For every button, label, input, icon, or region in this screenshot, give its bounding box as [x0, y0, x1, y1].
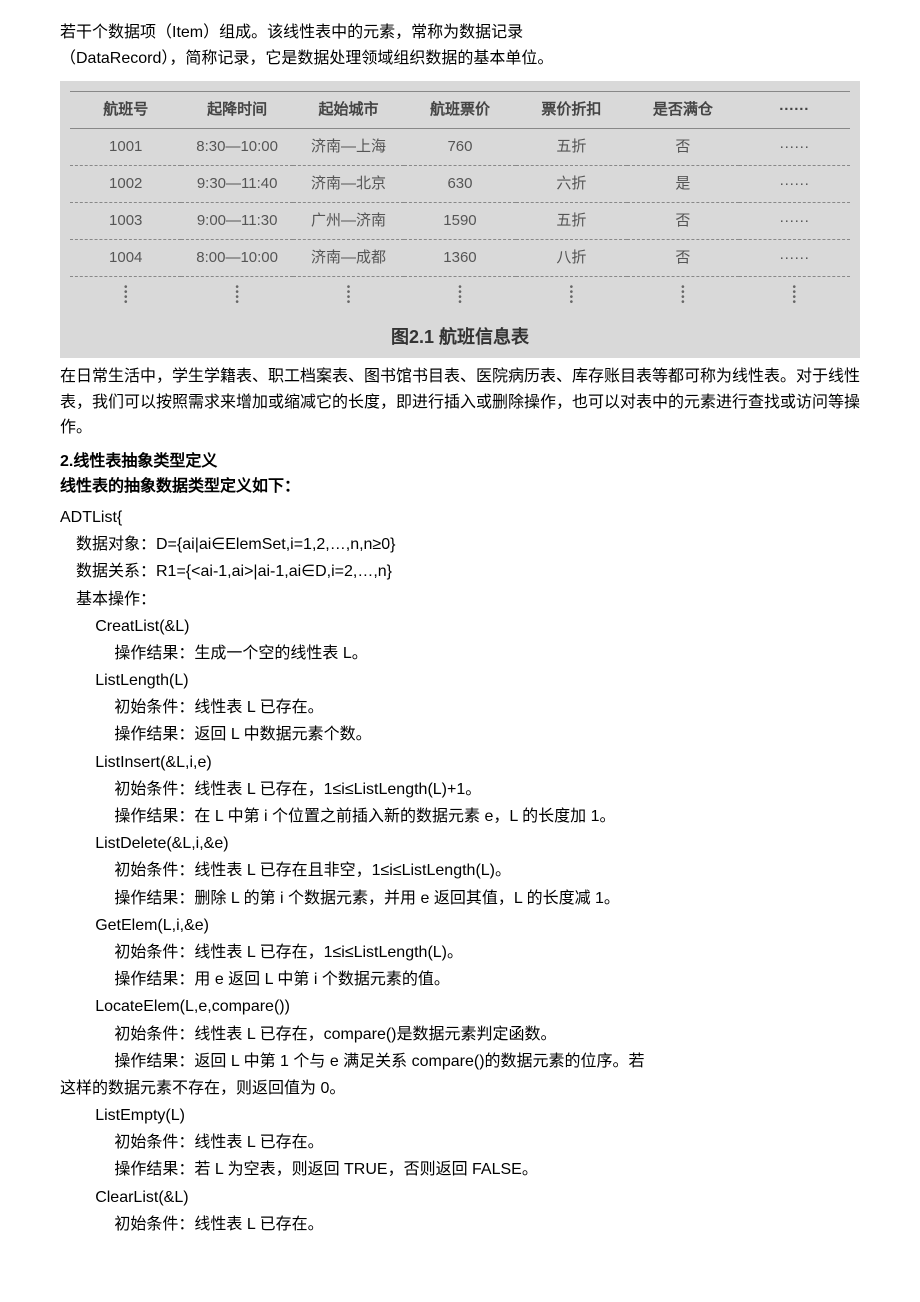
vdots-cell: •••• [627, 277, 738, 318]
adt-op-line: 初始条件：线性表 L 已存在。 [114, 1211, 860, 1238]
adt-op-line-wrap: 这样的数据元素不存在，则返回值为 0。 [60, 1075, 860, 1102]
table-cell: 630 [404, 166, 515, 203]
intro-line1: 若干个数据项（Item）组成。该线性表中的元素，常称为数据记录 [60, 20, 860, 46]
table-cell: 济南—上海 [293, 129, 404, 166]
table-cell: 八折 [516, 240, 627, 277]
adt-datarel: 数据关系：R1={<ai-1,ai>|ai-1,ai∈D,i=2,…,n} [76, 558, 860, 585]
adt-op-line: 初始条件：线性表 L 已存在，compare()是数据元素判定函数。 [114, 1021, 860, 1048]
table-row: 10029:30—11:40济南—北京630六折是······ [70, 166, 850, 203]
adt-block: ADTList{ 数据对象：D={ai|ai∈ElemSet,i=1,2,…,n… [60, 504, 860, 1238]
table-cell: ······ [739, 240, 850, 277]
table-cell: 1002 [70, 166, 181, 203]
adt-dataobj: 数据对象：D={ai|ai∈ElemSet,i=1,2,…,n,n≥0} [76, 531, 860, 558]
table-cell: 1590 [404, 203, 515, 240]
adt-op-line: 初始条件：线性表 L 已存在。 [114, 694, 860, 721]
table-row: 10018:30—10:00济南—上海760五折否······ [70, 129, 850, 166]
vdots-cell: •••• [739, 277, 850, 318]
adt-op-signature: LocateElem(L,e,compare()) [95, 993, 860, 1020]
flight-table-wrap: 航班号 起降时间 起始城市 航班票价 票价折扣 是否满仓 ······ 1001… [60, 81, 860, 358]
table-cell: 五折 [516, 203, 627, 240]
th-more: ······ [739, 92, 850, 129]
table-cell: 1003 [70, 203, 181, 240]
table-cell: 五折 [516, 129, 627, 166]
section-subheading: 线性表的抽象数据类型定义如下： [60, 474, 860, 500]
table-cell: 济南—北京 [293, 166, 404, 203]
table-cell: 9:30—11:40 [181, 166, 292, 203]
table-cell: 1360 [404, 240, 515, 277]
table-header-row: 航班号 起降时间 起始城市 航班票价 票价折扣 是否满仓 ······ [70, 92, 850, 129]
th-discount: 票价折扣 [516, 92, 627, 129]
table-cell: 9:00—11:30 [181, 203, 292, 240]
table-cell: 否 [627, 203, 738, 240]
adt-op-signature: ListInsert(&L,i,e) [95, 749, 860, 776]
table-row: 10039:00—11:30广州—济南1590五折否······ [70, 203, 850, 240]
vdots-cell: •••• [70, 277, 181, 318]
table-cell: 760 [404, 129, 515, 166]
table-caption: 图2.1 航班信息表 [70, 323, 850, 352]
vdots-cell: •••• [181, 277, 292, 318]
table-cell: 六折 [516, 166, 627, 203]
adt-op-line: 初始条件：线性表 L 已存在，1≤i≤ListLength(L)+1。 [114, 776, 860, 803]
adt-op-line: 操作结果：返回 L 中第 1 个与 e 满足关系 compare()的数据元素的… [114, 1048, 860, 1075]
adt-op-line: 操作结果：在 L 中第 i 个位置之前插入新的数据元素 e，L 的长度加 1。 [114, 803, 860, 830]
table-cell: 1004 [70, 240, 181, 277]
adt-op-line: 操作结果：返回 L 中数据元素个数。 [114, 721, 860, 748]
th-time: 起降时间 [181, 92, 292, 129]
table-cell: 否 [627, 240, 738, 277]
table-cell: 8:00—10:00 [181, 240, 292, 277]
adt-op-signature: ListEmpty(L) [95, 1102, 860, 1129]
table-cell: 否 [627, 129, 738, 166]
table-dots-row: •••••••••••••••••••••••••••• [70, 277, 850, 318]
adt-op-signature: CreatList(&L) [95, 613, 860, 640]
adt-op-line: 操作结果：若 L 为空表，则返回 TRUE，否则返回 FALSE。 [114, 1156, 860, 1183]
intro-line2: （DataRecord），简称记录，它是数据处理领域组织数据的基本单位。 [60, 46, 860, 72]
th-flight-no: 航班号 [70, 92, 181, 129]
th-cities: 起始城市 [293, 92, 404, 129]
table-cell: ······ [739, 203, 850, 240]
table-cell: 广州—济南 [293, 203, 404, 240]
th-price: 航班票价 [404, 92, 515, 129]
vdots-cell: •••• [516, 277, 627, 318]
paragraph-1: 在日常生活中，学生学籍表、职工档案表、图书馆书目表、医院病历表、库存账目表等都可… [60, 364, 860, 441]
adt-name: ADTList{ [60, 504, 860, 531]
table-cell: ······ [739, 129, 850, 166]
adt-op-line: 初始条件：线性表 L 已存在且非空，1≤i≤ListLength(L)。 [114, 857, 860, 884]
adt-op-signature: ClearList(&L) [95, 1184, 860, 1211]
table-cell: ······ [739, 166, 850, 203]
adt-op-signature: GetElem(L,i,&e) [95, 912, 860, 939]
adt-op-line: 操作结果：用 e 返回 L 中第 i 个数据元素的值。 [114, 966, 860, 993]
table-cell: 1001 [70, 129, 181, 166]
section-heading: 2.线性表抽象类型定义 [60, 449, 860, 475]
adt-op-signature: ListDelete(&L,i,&e) [95, 830, 860, 857]
table-cell: 8:30—10:00 [181, 129, 292, 166]
adt-op-line: 操作结果：生成一个空的线性表 L。 [114, 640, 860, 667]
flight-table: 航班号 起降时间 起始城市 航班票价 票价折扣 是否满仓 ······ 1001… [70, 91, 850, 317]
adt-op-line: 操作结果：删除 L 的第 i 个数据元素，并用 e 返回其值，L 的长度减 1。 [114, 885, 860, 912]
vdots-cell: •••• [404, 277, 515, 318]
adt-op-line: 初始条件：线性表 L 已存在，1≤i≤ListLength(L)。 [114, 939, 860, 966]
table-row: 10048:00—10:00济南—成都1360八折否······ [70, 240, 850, 277]
vdots-cell: •••• [293, 277, 404, 318]
table-cell: 济南—成都 [293, 240, 404, 277]
adt-op-signature: ListLength(L) [95, 667, 860, 694]
table-cell: 是 [627, 166, 738, 203]
th-full: 是否满仓 [627, 92, 738, 129]
adt-ops-label: 基本操作： [76, 586, 860, 613]
adt-op-line: 初始条件：线性表 L 已存在。 [114, 1129, 860, 1156]
